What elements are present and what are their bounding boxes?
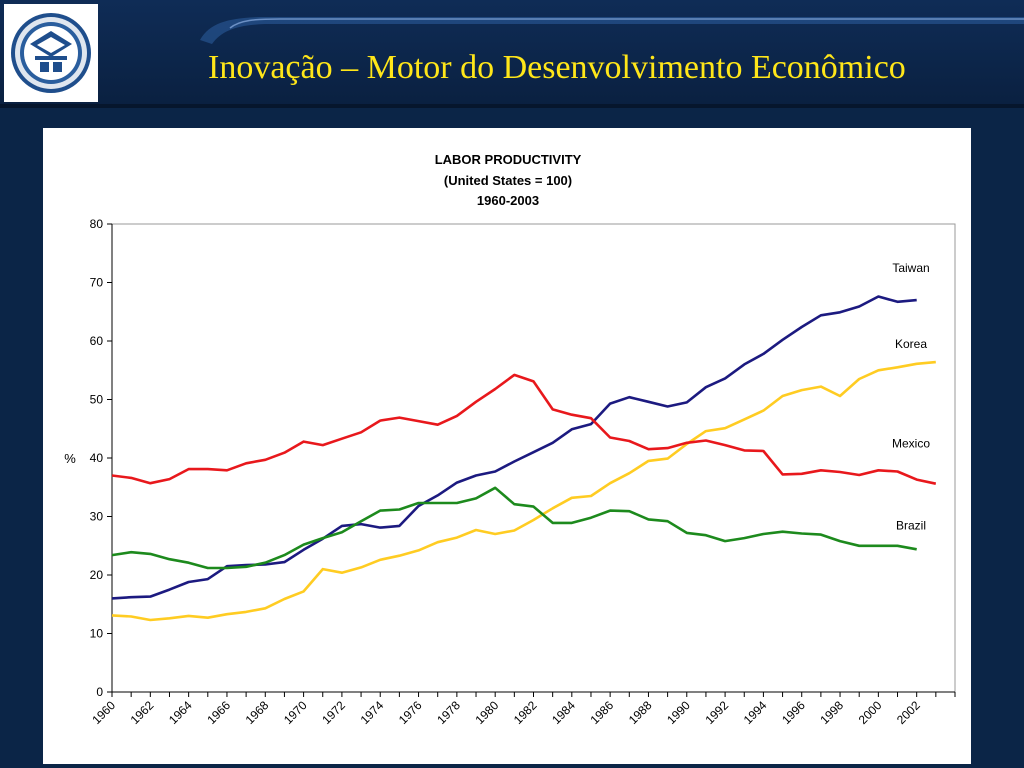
slide-title: Inovação – Motor do Desenvolvimento Econ… — [208, 49, 906, 86]
labor-productivity-chart: LABOR PRODUCTIVITY (United States = 100)… — [64, 152, 956, 727]
slide-header: Inovação – Motor do Desenvolvimento Econ… — [0, 0, 1024, 108]
x-tick-label: 1972 — [319, 698, 348, 727]
x-tick-label: 1970 — [281, 698, 310, 727]
series-label-mexico: Mexico — [892, 436, 930, 450]
chart-title: LABOR PRODUCTIVITY (United States = 100)… — [435, 152, 582, 208]
series-label-korea: Korea — [895, 337, 927, 351]
x-tick-label: 1988 — [626, 698, 655, 727]
series-line-korea — [111, 360, 936, 622]
chart-title-line-3: 1960-2003 — [477, 193, 539, 208]
series-labels: Taiwan Korea Mexico Brazil — [892, 261, 930, 532]
y-tick-label: 10 — [90, 627, 104, 641]
y-tick-label: 80 — [90, 217, 104, 231]
chart-title-line-1: LABOR PRODUCTIVITY — [435, 152, 582, 167]
x-tick-label: 1982 — [511, 698, 540, 727]
x-tick-label: 1968 — [243, 698, 272, 727]
x-tick-label: 1960 — [89, 698, 118, 727]
x-tick-label: 1998 — [817, 698, 846, 727]
header-swoosh-decoration — [0, 17, 1024, 108]
x-tick-label: 1980 — [473, 698, 502, 727]
logo — [4, 4, 98, 102]
y-axis: 0 10 20 30 40 50 60 70 80 — [90, 217, 113, 699]
y-tick-label: 30 — [90, 510, 104, 524]
y-tick-label: 40 — [90, 451, 104, 465]
series-label-taiwan: Taiwan — [892, 261, 929, 275]
chart-title-line-2: (United States = 100) — [444, 173, 572, 188]
x-axis: 1960 1962 1964 1966 1968 1970 1972 1974 1976 1978… — [89, 691, 956, 727]
x-tick-label: 1976 — [396, 698, 425, 727]
x-tick-label: 1996 — [779, 698, 808, 727]
x-tick-label: 1994 — [741, 698, 770, 727]
y-tick-label: 0 — [96, 685, 103, 699]
x-tick-label: 2000 — [856, 698, 885, 727]
x-tick-label: 1964 — [166, 698, 195, 727]
plot-border — [111, 223, 956, 693]
plot-area — [111, 223, 956, 693]
x-tick-label: 1992 — [702, 698, 731, 727]
x-tick-label: 1966 — [204, 698, 233, 727]
y-tick-label: 60 — [90, 334, 104, 348]
series-line-mexico — [111, 373, 937, 485]
x-tick-label: 1962 — [128, 698, 157, 727]
x-tick-label: 1984 — [549, 698, 578, 727]
y-tick-label: 20 — [90, 568, 104, 582]
y-tick-label: 50 — [90, 393, 104, 407]
chart-panel: LABOR PRODUCTIVITY (United States = 100)… — [43, 128, 971, 764]
y-axis-label: % — [64, 451, 76, 466]
x-tick-label: 1978 — [434, 698, 463, 727]
x-tick-label: 1990 — [664, 698, 693, 727]
x-tick-label: 1974 — [358, 698, 387, 727]
y-tick-label: 70 — [90, 276, 104, 290]
series-label-brazil: Brazil — [896, 518, 926, 532]
x-tick-label: 2002 — [894, 698, 923, 727]
x-tick-label: 1986 — [587, 698, 616, 727]
series-line-taiwan — [111, 295, 917, 600]
university-seal-icon — [11, 13, 91, 93]
series-lines — [111, 295, 937, 622]
series-line-brazil — [111, 486, 917, 570]
